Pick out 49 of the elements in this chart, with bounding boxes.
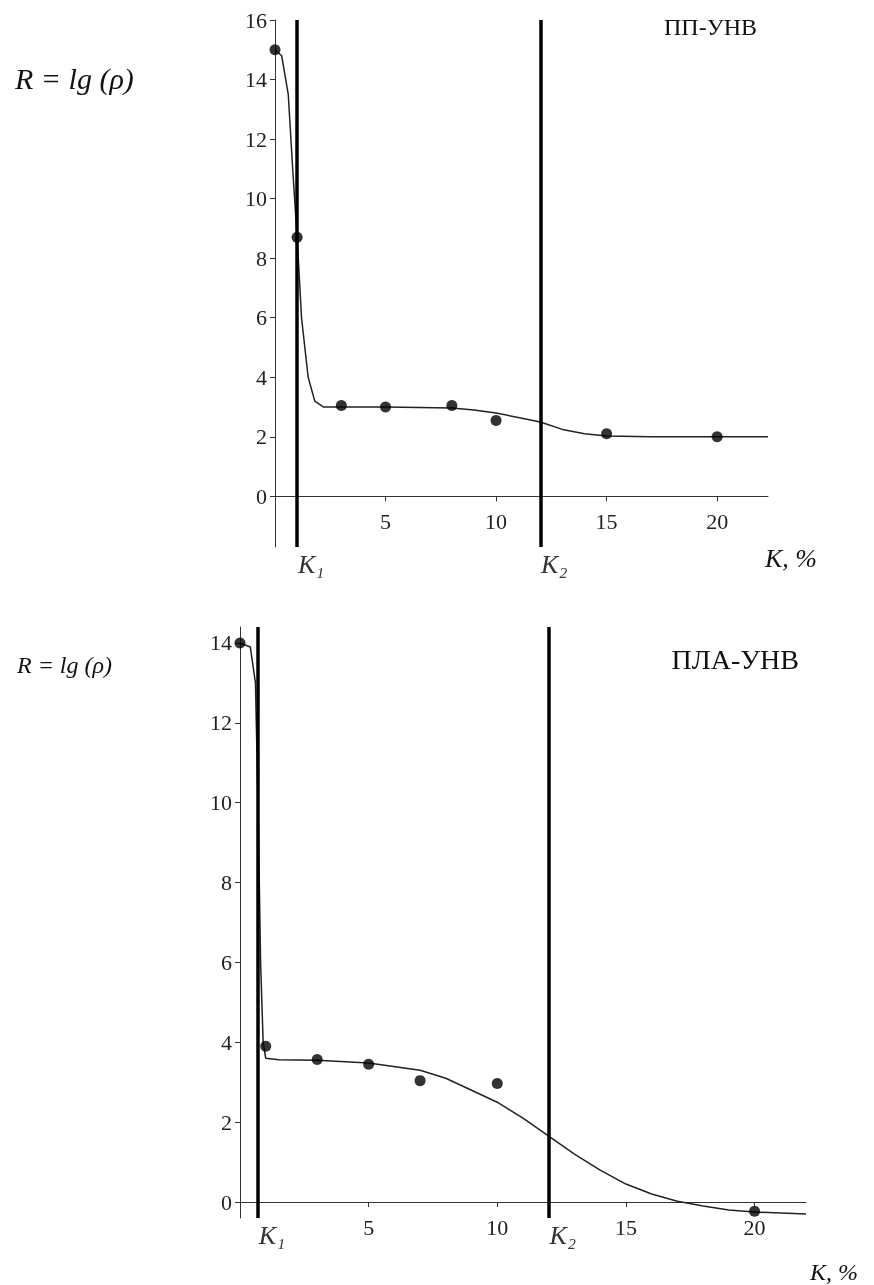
point xyxy=(490,414,502,426)
ref-line-label: K₁ xyxy=(296,549,325,579)
point xyxy=(269,44,281,56)
y-axis-title: R = lg (ρ) xyxy=(14,61,134,96)
y-tick-label: 12 xyxy=(210,710,232,736)
point xyxy=(380,401,392,413)
y-tick-label: 10 xyxy=(245,186,267,212)
point xyxy=(234,637,246,649)
y-tick-label: 10 xyxy=(210,790,232,816)
y-tick-label: 4 xyxy=(221,1029,232,1055)
y-tick-label: 12 xyxy=(245,126,267,152)
point xyxy=(311,1053,323,1065)
point xyxy=(491,1077,503,1089)
y-axis-title: R = lg (ρ) xyxy=(16,652,113,678)
x-tick-label: 20 xyxy=(706,508,729,534)
x-tick-label: 5 xyxy=(380,508,392,534)
y-tick-label: 8 xyxy=(256,245,267,271)
x-tick-label: 10 xyxy=(486,1214,509,1240)
x-tick-label: 10 xyxy=(485,508,508,534)
y-tick-label: 14 xyxy=(245,67,267,93)
point xyxy=(414,1075,426,1087)
y-tick-label: 4 xyxy=(256,364,267,390)
y-tick-label: 6 xyxy=(221,949,232,975)
x-tick-label: 20 xyxy=(743,1214,766,1240)
point xyxy=(363,1058,375,1070)
text: ПЛА-УНВ xyxy=(671,643,800,675)
ref-line-label: K₂ xyxy=(548,1220,576,1250)
x-tick-label: 5 xyxy=(363,1214,375,1240)
y-tick-label: 2 xyxy=(256,424,267,450)
chart-title: ПП-УНВ xyxy=(664,14,758,40)
x-tick-label: 15 xyxy=(614,1214,637,1240)
point xyxy=(446,400,458,412)
y-tick-label: 16 xyxy=(245,7,267,33)
y-tick-label: 14 xyxy=(210,630,232,656)
y-tick-label: 6 xyxy=(256,305,267,331)
point xyxy=(601,428,613,440)
y-tick-label: 0 xyxy=(256,483,267,509)
x-axis-title: К, % xyxy=(764,543,817,573)
point xyxy=(749,1205,761,1217)
x-tick-label: 15 xyxy=(595,508,618,534)
y-tick-label: 8 xyxy=(221,870,232,896)
ref-line-label: K₁ xyxy=(257,1220,286,1250)
x-axis-title: К, % xyxy=(809,1259,858,1285)
point xyxy=(711,431,723,443)
y-tick-label: 0 xyxy=(221,1189,232,1215)
point xyxy=(335,400,347,412)
ref-line-label: K₂ xyxy=(540,549,568,579)
point xyxy=(260,1040,272,1052)
y-tick-label: 2 xyxy=(221,1109,232,1135)
